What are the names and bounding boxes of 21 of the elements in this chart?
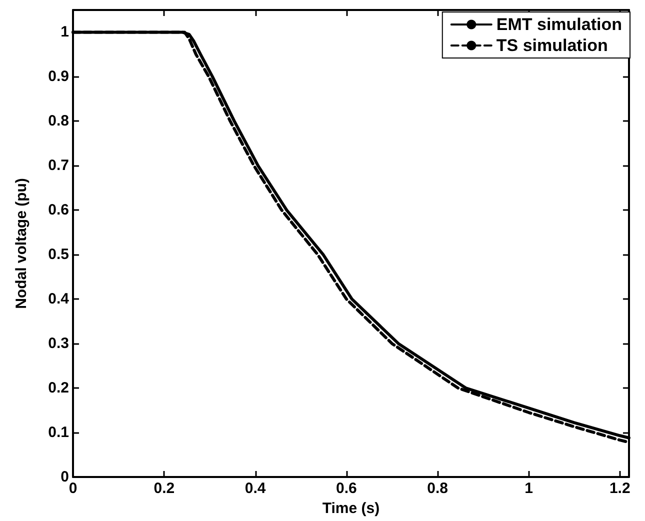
x-tick-label: 0.6 xyxy=(336,480,357,497)
x-tick-label: 1.2 xyxy=(609,480,630,497)
y-axis-title: Nodal voltage (pu) xyxy=(13,178,30,309)
y-tick-label: 0.8 xyxy=(48,112,69,130)
y-tick-label: 0.4 xyxy=(48,290,70,308)
y-tick-label: 0.6 xyxy=(48,202,69,219)
y-tick-label: 0.5 xyxy=(48,246,69,264)
legend-label: TS simulation xyxy=(496,36,608,55)
y-tick-label: 1 xyxy=(60,24,69,41)
y-tick-label: 0.1 xyxy=(48,424,69,442)
legend-label: EMT simulation xyxy=(496,15,622,34)
x-tick-label: 0.4 xyxy=(244,480,266,497)
x-tick-label: 1 xyxy=(524,480,533,497)
y-tick-label: 0.9 xyxy=(48,68,69,86)
x-tick-label: 0.8 xyxy=(427,480,448,497)
y-tick-label: 0.7 xyxy=(48,157,69,174)
x-tick-label: 0.2 xyxy=(154,480,175,497)
y-tick-label: 0.2 xyxy=(48,380,69,397)
y-tick-label: 0.3 xyxy=(48,335,69,352)
y-tick-label: 0 xyxy=(60,468,69,486)
x-axis-title: Time (s) xyxy=(322,500,380,517)
